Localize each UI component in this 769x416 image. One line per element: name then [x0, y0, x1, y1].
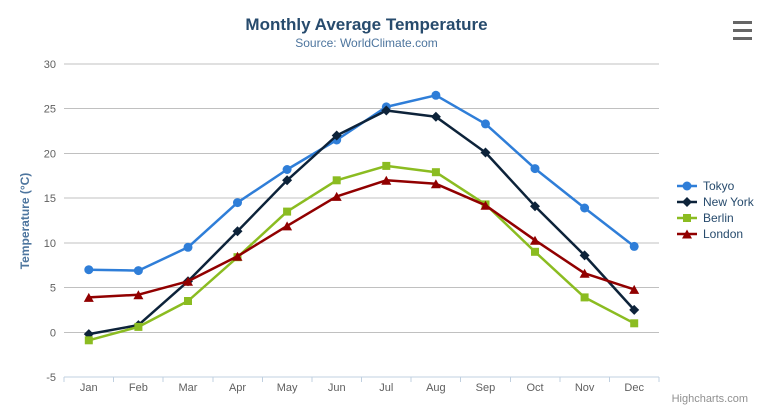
x-axis-label: Oct	[526, 382, 543, 394]
legend-label: London	[703, 227, 744, 241]
y-axis-label: 30	[44, 59, 56, 71]
data-point[interactable]	[233, 198, 242, 208]
chart-subtitle: Source: WorldClimate.com	[295, 36, 438, 50]
hamburger-icon	[733, 21, 752, 24]
x-axis-label: May	[277, 382, 298, 394]
data-point[interactable]	[283, 207, 292, 216]
legend-square-icon	[677, 214, 697, 222]
y-axis-label: 5	[50, 283, 56, 295]
x-axis-label: Apr	[229, 382, 246, 394]
data-point[interactable]	[431, 90, 441, 100]
data-point[interactable]	[629, 304, 640, 315]
x-axis-label: Jan	[80, 382, 98, 394]
x-axis-label: Sep	[476, 382, 496, 394]
data-point[interactable]	[530, 235, 540, 245]
data-point[interactable]	[531, 247, 539, 256]
x-axis-label: Feb	[129, 382, 148, 394]
series-tokyo[interactable]	[84, 90, 639, 276]
data-point[interactable]	[480, 147, 491, 158]
data-point[interactable]	[431, 168, 440, 177]
data-point[interactable]	[331, 191, 342, 201]
data-point[interactable]	[480, 200, 491, 210]
data-point	[682, 181, 692, 191]
data-point	[682, 197, 692, 207]
data-point[interactable]	[481, 119, 490, 129]
legend-item-tokyo[interactable]: Tokyo	[676, 178, 754, 194]
data-point[interactable]	[382, 161, 391, 170]
data-point[interactable]	[84, 265, 94, 275]
data-point[interactable]	[579, 268, 590, 278]
series-london[interactable]	[83, 175, 640, 302]
data-point[interactable]	[332, 176, 341, 185]
x-axis-label: Jul	[379, 382, 393, 394]
legend-circle-icon	[677, 181, 697, 191]
data-point[interactable]	[183, 276, 193, 286]
data-point[interactable]	[579, 250, 590, 261]
data-point[interactable]	[381, 105, 392, 116]
x-axis-label: Dec	[624, 382, 644, 394]
hamburger-icon	[733, 29, 752, 32]
export-menu-button[interactable]	[733, 21, 752, 40]
data-point[interactable]	[629, 284, 640, 294]
legend-triangle-icon	[677, 229, 697, 239]
hamburger-icon	[733, 37, 752, 40]
data-point[interactable]	[580, 203, 590, 213]
legend-label: Berlin	[703, 211, 734, 225]
x-axis-label: Aug	[426, 382, 446, 394]
y-axis-label: 20	[44, 148, 56, 160]
legend-item-london[interactable]: London	[676, 226, 754, 242]
data-point[interactable]	[530, 164, 540, 174]
data-point[interactable]	[232, 251, 243, 261]
data-point[interactable]	[630, 319, 639, 328]
x-axis-label: Jun	[328, 382, 346, 394]
legend-diamond-icon	[677, 197, 697, 207]
data-point[interactable]	[430, 111, 441, 122]
x-axis-label: Mar	[178, 382, 197, 394]
chart-title: Monthly Average Temperature	[245, 15, 488, 34]
legend-label: New York	[703, 195, 754, 209]
data-point[interactable]	[232, 226, 243, 237]
data-point[interactable]	[530, 201, 540, 212]
y-axis-label: 0	[50, 327, 56, 339]
data-point[interactable]	[84, 336, 93, 345]
credits-link[interactable]: Highcharts.com	[671, 393, 748, 405]
x-axis-label: Nov	[575, 382, 595, 394]
data-point[interactable]	[134, 322, 143, 331]
data-point[interactable]	[133, 290, 144, 300]
legend-label: Tokyo	[703, 179, 735, 193]
series-new-york[interactable]	[83, 105, 640, 340]
y-axis-title: Temperature (°C)	[18, 173, 32, 270]
data-point[interactable]	[331, 130, 342, 141]
data-point[interactable]	[629, 241, 639, 251]
data-point[interactable]	[430, 179, 441, 189]
data-point[interactable]	[381, 175, 392, 185]
y-axis-label: 10	[44, 238, 56, 250]
data-point	[683, 214, 691, 222]
legend-item-new-york[interactable]: New York	[676, 194, 754, 210]
data-point[interactable]	[580, 293, 589, 302]
legend-item-berlin[interactable]: Berlin	[676, 210, 754, 226]
data-point[interactable]	[184, 297, 192, 305]
data-point[interactable]	[133, 266, 143, 276]
data-point[interactable]	[282, 175, 293, 186]
y-axis-label: 15	[44, 193, 56, 205]
data-point[interactable]	[282, 221, 293, 231]
data-point[interactable]	[282, 165, 292, 174]
data-point[interactable]	[183, 242, 193, 252]
data-point	[682, 229, 692, 239]
data-point[interactable]	[83, 292, 94, 302]
legend: Tokyo New York Berlin London	[676, 178, 754, 242]
y-axis-label: -5	[46, 372, 56, 384]
y-axis-label: 25	[44, 104, 56, 116]
